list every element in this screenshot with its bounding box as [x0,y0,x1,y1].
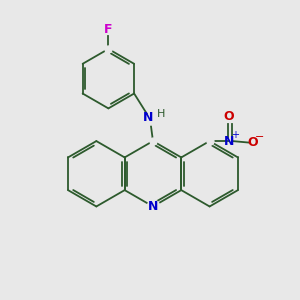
Text: +: + [232,130,239,140]
Text: −: − [255,132,264,142]
Text: F: F [104,23,112,36]
Text: N: N [224,135,234,148]
Text: H: H [157,109,166,119]
Text: O: O [248,136,258,149]
Text: N: N [143,111,154,124]
Text: O: O [224,110,234,123]
Text: N: N [148,200,158,213]
